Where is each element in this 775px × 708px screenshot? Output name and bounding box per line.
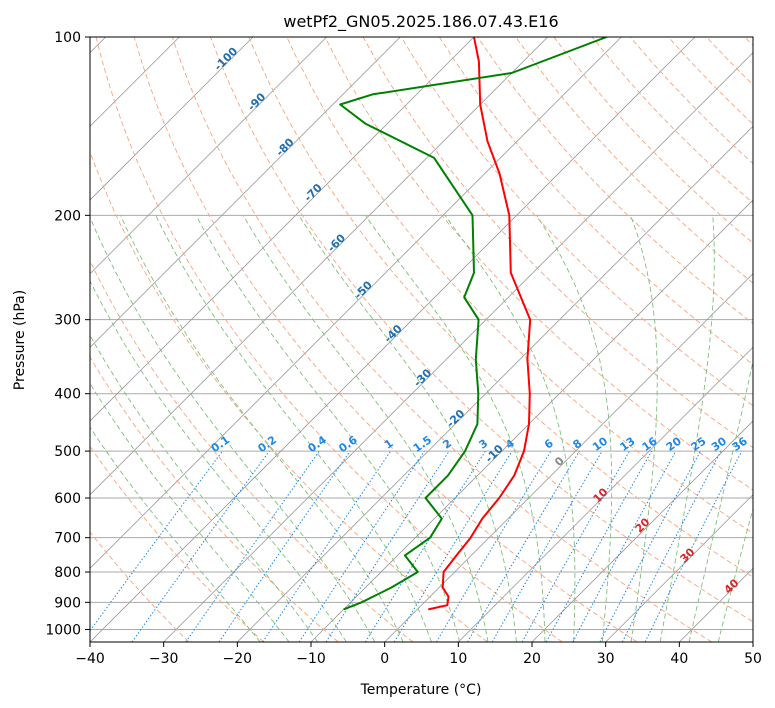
x-tick-label: 20 bbox=[523, 651, 541, 667]
dry-adiabat-line bbox=[324, 37, 753, 491]
x-tick-label: −30 bbox=[149, 651, 179, 667]
temperature-profile bbox=[428, 37, 532, 611]
moist-adiabat-line bbox=[536, 215, 613, 642]
moist-adiabat-line bbox=[120, 215, 404, 642]
isotherm-line bbox=[605, 494, 753, 642]
dry-adiabat-line bbox=[90, 445, 264, 642]
moist-adiabat-line bbox=[630, 215, 658, 642]
y-tick-label: 500 bbox=[54, 444, 81, 460]
moist-adiabat-line bbox=[90, 426, 261, 642]
y-tick-label: 200 bbox=[54, 208, 81, 224]
x-tick-label: 50 bbox=[744, 651, 762, 667]
mixing-ratio-line bbox=[393, 450, 513, 642]
isotherm-line bbox=[90, 37, 327, 275]
y-tick-label: 400 bbox=[54, 387, 81, 403]
y-tick-label: 1000 bbox=[45, 622, 81, 638]
y-tick-label: 600 bbox=[54, 491, 81, 507]
dry-adiabat-line bbox=[95, 37, 563, 642]
moist-adiabat-line bbox=[688, 359, 753, 642]
mixing-ratio-line bbox=[218, 450, 351, 642]
dry-adiabat-line bbox=[515, 37, 753, 284]
mixing-ratio-line bbox=[572, 450, 677, 642]
mixing-ratio-line bbox=[545, 450, 653, 642]
isotherm-line bbox=[90, 37, 401, 348]
chart-title: wetPf2_GN05.2025.186.07.43.E16 bbox=[283, 12, 558, 32]
isotherm-line bbox=[384, 273, 753, 642]
y-tick-label: 800 bbox=[54, 565, 81, 581]
axis-ticks: −40 −30 −20 −10 0 10 20 30 40 50 100 200 300 400 500 60… bbox=[45, 30, 762, 667]
x-axis-label: Temperature (°C) bbox=[360, 682, 482, 698]
isotherm-line bbox=[90, 37, 622, 569]
x-tick-label: 40 bbox=[670, 651, 688, 667]
moist-adiabat-line bbox=[195, 215, 461, 642]
dry-adiabat-line bbox=[439, 37, 753, 365]
profile-lines bbox=[339, 37, 607, 611]
mixing-ratio-line bbox=[90, 450, 223, 632]
dewpoint-profile bbox=[339, 37, 607, 611]
y-tick-label: 900 bbox=[54, 595, 81, 611]
mixing-ratio-line bbox=[435, 450, 552, 642]
isotherm-line bbox=[90, 37, 254, 201]
moist-adiabat-line bbox=[90, 279, 347, 642]
mixing-ratio-line bbox=[131, 450, 270, 642]
x-tick-label: −10 bbox=[296, 651, 326, 667]
isotherm-line bbox=[90, 37, 696, 642]
x-tick-label: 10 bbox=[449, 651, 467, 667]
dry-adiabat-line bbox=[90, 259, 414, 642]
dry-adiabat-line bbox=[90, 150, 488, 642]
x-tick-label: −20 bbox=[223, 651, 253, 667]
mixing-ratio-line bbox=[325, 450, 450, 642]
dry-adiabat-line bbox=[171, 37, 712, 642]
mixing-ratio-line bbox=[599, 450, 701, 642]
y-tick-label: 100 bbox=[54, 30, 81, 46]
isotherm-line bbox=[531, 420, 753, 642]
y-tick-label: 700 bbox=[54, 531, 81, 547]
x-tick-label: −40 bbox=[75, 651, 105, 667]
mixing-ratio-line bbox=[262, 450, 392, 642]
isotherm-line bbox=[163, 52, 753, 642]
mixing-ratio-line bbox=[185, 450, 320, 642]
y-axis-label: Pressure (hPa) bbox=[12, 290, 28, 390]
dry-adiabat-line bbox=[133, 37, 638, 642]
x-tick-label: 0 bbox=[380, 651, 389, 667]
mixing-ratio-line bbox=[644, 450, 743, 642]
moist-adiabat-line bbox=[90, 334, 319, 642]
isotherm-line bbox=[458, 346, 753, 642]
plot-frame bbox=[89, 36, 754, 643]
x-tick-label: 30 bbox=[597, 651, 615, 667]
dry-adiabat-line bbox=[90, 531, 190, 642]
mixing-ratio-line bbox=[298, 450, 425, 642]
dry-adiabat-line bbox=[90, 356, 339, 642]
isotherm-line bbox=[237, 125, 753, 642]
dry-adiabat-line bbox=[248, 37, 753, 578]
background-lines bbox=[90, 37, 753, 642]
dry-adiabat-line bbox=[400, 37, 753, 407]
isotherm-line bbox=[90, 37, 548, 496]
dry-adiabat-line bbox=[210, 37, 753, 623]
moist-adiabat-line bbox=[242, 215, 489, 642]
isotherm-line bbox=[90, 37, 475, 422]
mixing-ratio-line bbox=[521, 450, 630, 642]
y-tick-label: 300 bbox=[54, 313, 81, 329]
mixing-ratio-line bbox=[621, 450, 722, 642]
moist-adiabat-line bbox=[365, 215, 546, 642]
mixing-ratio-line bbox=[364, 450, 486, 642]
moist-adiabat-line bbox=[298, 215, 517, 642]
